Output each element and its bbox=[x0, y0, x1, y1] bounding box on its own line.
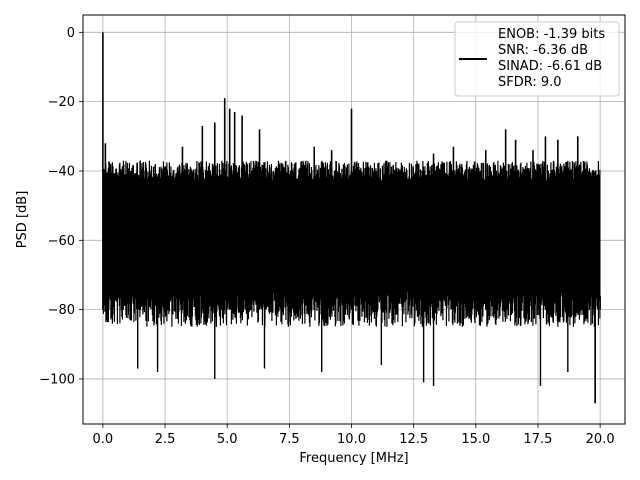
y-axis: 0 −20 −40 −60 −80 −100 bbox=[39, 26, 83, 387]
x-tick-label: 5.0 bbox=[217, 432, 238, 447]
legend: ENOB: -1.39 bits SNR: -6.36 dB SINAD: -6… bbox=[454, 21, 620, 97]
legend-box bbox=[454, 21, 620, 97]
y-tick-label: −80 bbox=[48, 303, 75, 318]
x-tick-label: 0.0 bbox=[93, 432, 114, 447]
legend-line-sfdr: SFDR: 9.0 bbox=[498, 75, 562, 90]
x-tick-label: 7.5 bbox=[279, 432, 300, 447]
plot-frame bbox=[82, 14, 626, 425]
x-tick-label: 10.0 bbox=[337, 432, 366, 447]
x-tick-label: 20.0 bbox=[586, 432, 615, 447]
legend-line-sinad: SINAD: -6.61 dB bbox=[498, 59, 602, 74]
y-axis-label: PSD [dB] bbox=[15, 191, 30, 249]
y-tick-label: −20 bbox=[48, 95, 75, 110]
legend-line-snr: SNR: -6.36 dB bbox=[498, 43, 588, 58]
y-tick-label: −40 bbox=[48, 164, 75, 179]
y-tick-label: −60 bbox=[48, 234, 75, 249]
series-layer bbox=[102, 32, 601, 404]
x-tick-label: 15.0 bbox=[461, 432, 490, 447]
y-tick-label: 0 bbox=[67, 26, 75, 41]
y-tick-label: −100 bbox=[39, 372, 75, 387]
x-axis: 0.0 2.5 5.0 7.5 10.0 12.5 15.0 17.5 20.0 bbox=[93, 424, 615, 447]
legend-line-enob: ENOB: -1.39 bits bbox=[498, 27, 605, 42]
x-tick-label: 17.5 bbox=[524, 432, 553, 447]
x-axis-label: Frequency [MHz] bbox=[299, 451, 408, 466]
x-tick-label: 2.5 bbox=[155, 432, 176, 447]
x-tick-label: 12.5 bbox=[399, 432, 428, 447]
